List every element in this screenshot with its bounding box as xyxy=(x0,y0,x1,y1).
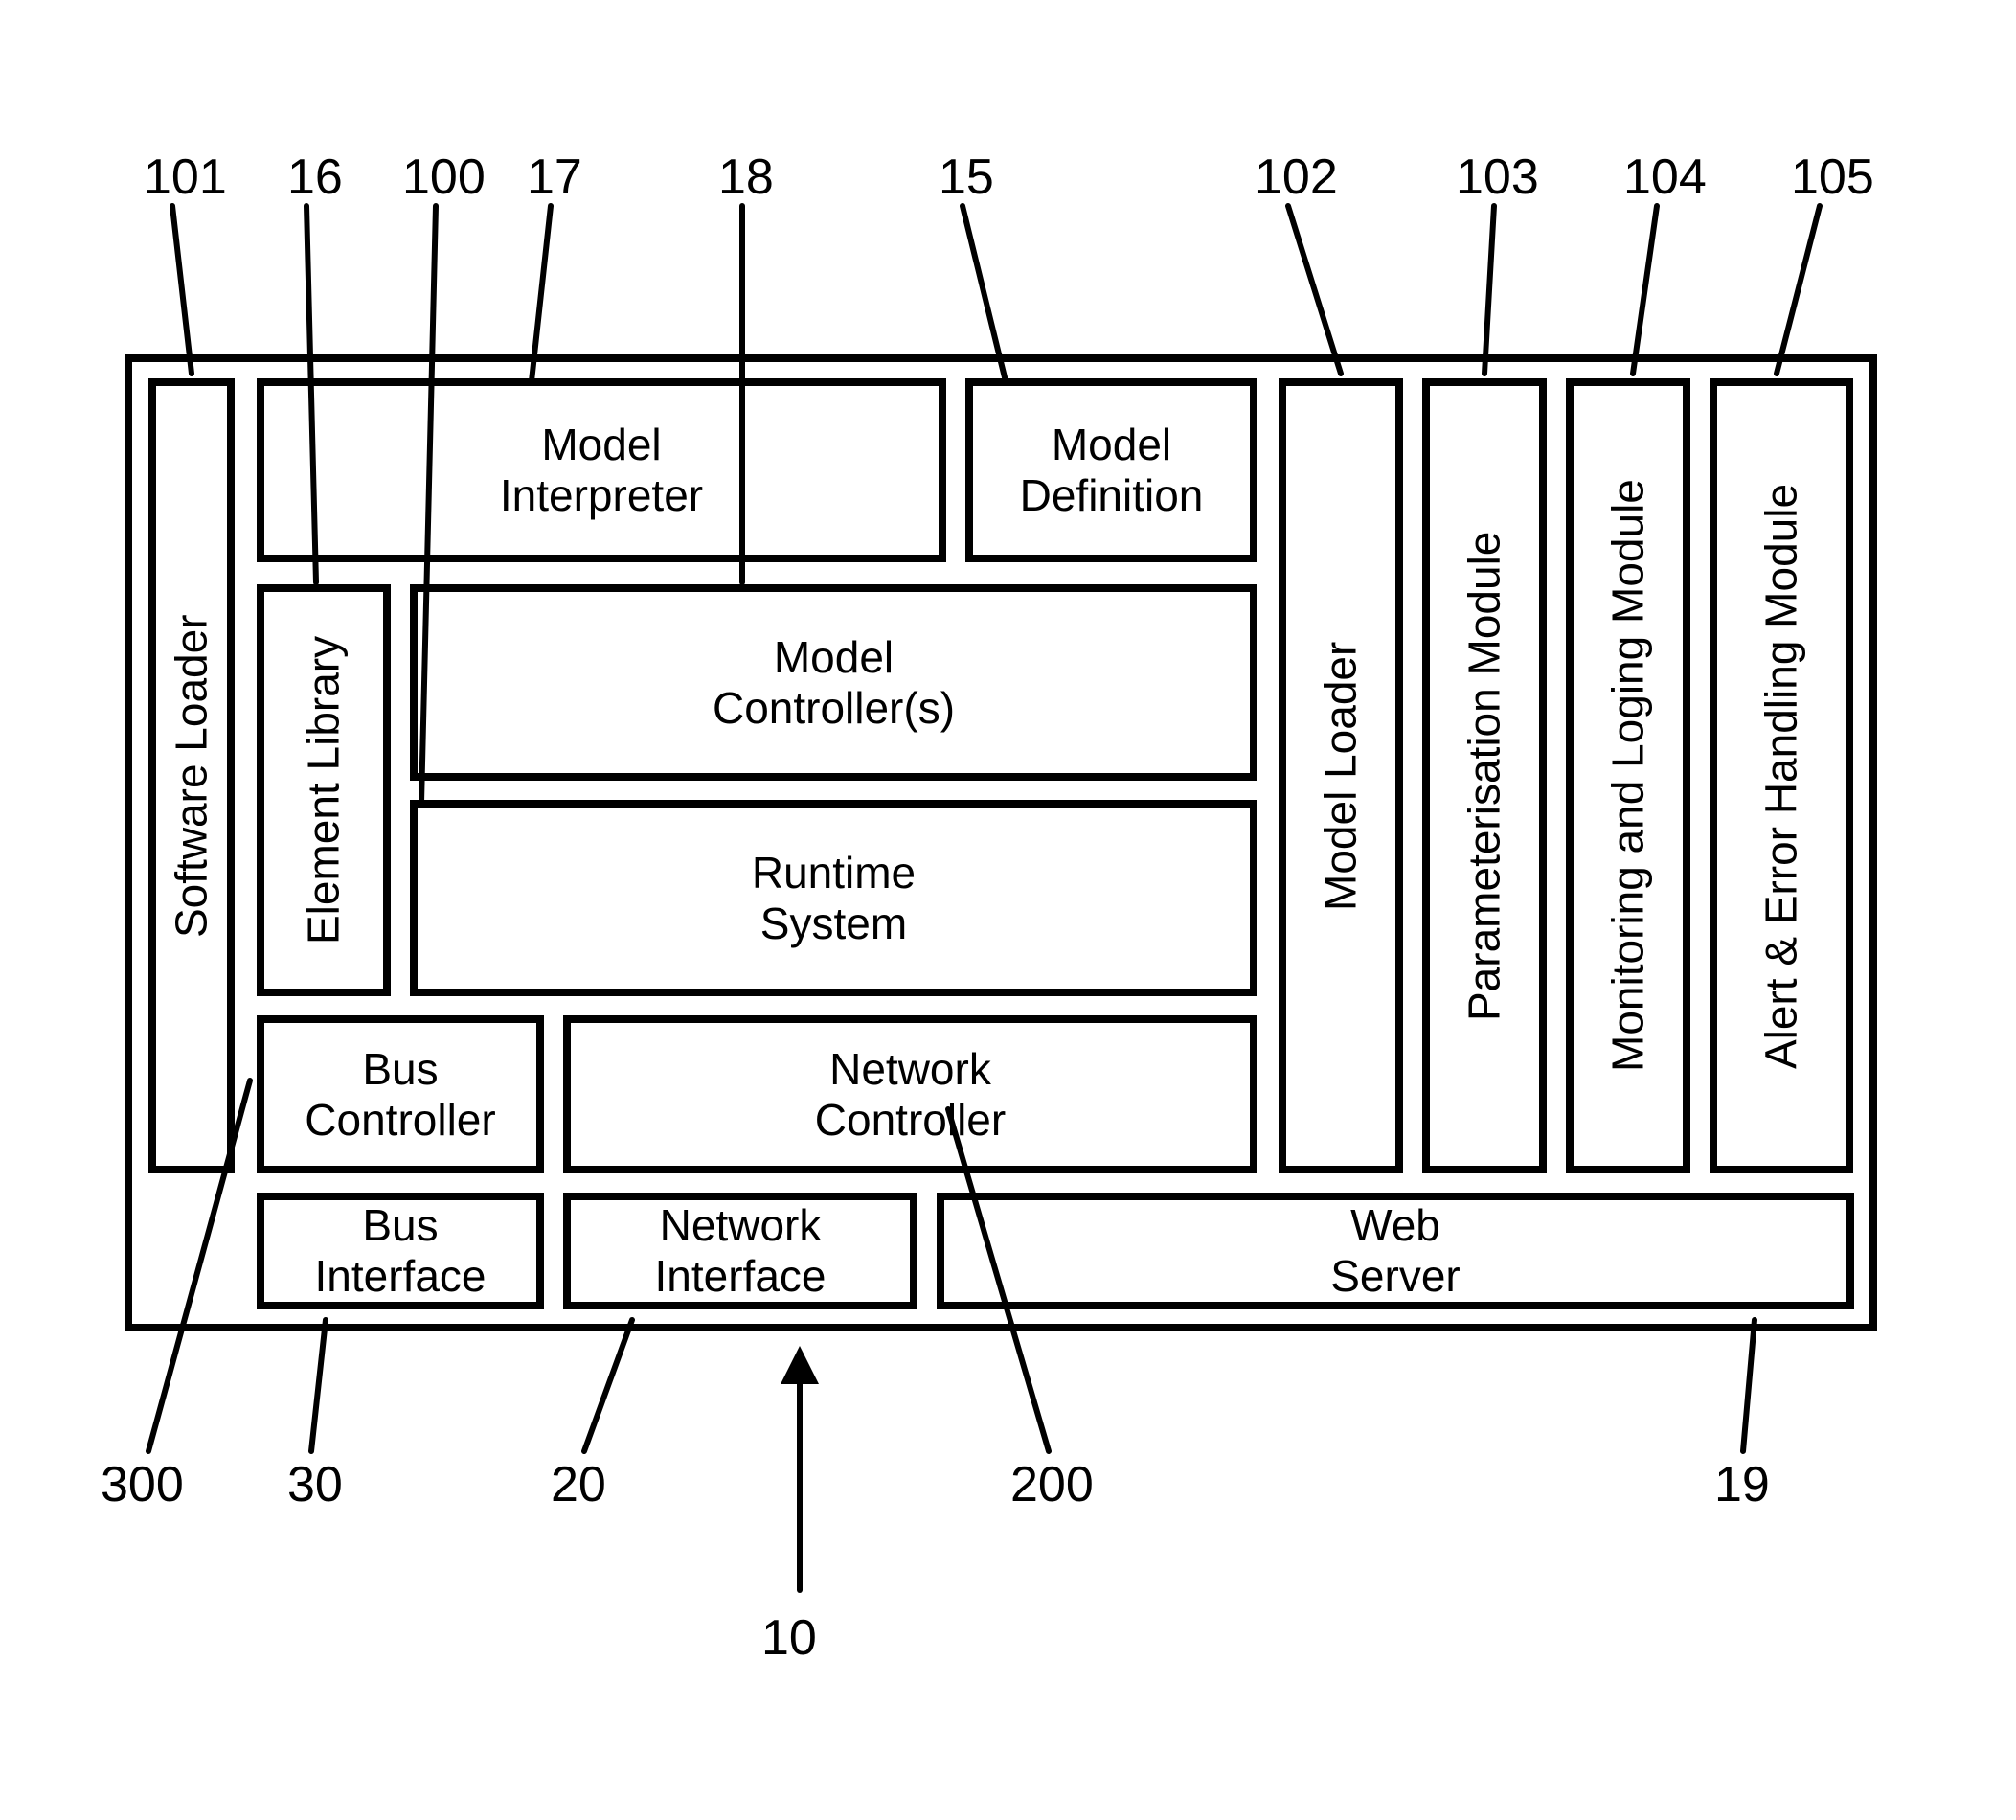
block-model-controllers: ModelController(s) xyxy=(410,584,1257,781)
label-101: 101 xyxy=(144,148,227,206)
block-parameterisation: Parameterisation Module xyxy=(1422,378,1547,1173)
block-element-library: Element Library xyxy=(257,584,391,996)
label-200: 200 xyxy=(1010,1456,1094,1513)
label-300: 300 xyxy=(101,1456,184,1513)
label-103: 103 xyxy=(1456,148,1539,206)
block-bus-interface: BusInterface xyxy=(257,1193,544,1309)
block-web-server: WebServer xyxy=(937,1193,1854,1309)
block-monitoring: Monitoring and Loging Module xyxy=(1566,378,1690,1173)
block-network-controller: NetworkController xyxy=(563,1015,1257,1173)
block-model-definition: ModelDefinition xyxy=(965,378,1257,562)
label-16: 16 xyxy=(287,148,343,206)
block-model-interpreter: ModelInterpreter xyxy=(257,378,946,562)
diagram-canvas: Software Loader ModelInterpreter ModelDe… xyxy=(0,0,2016,1820)
block-runtime-system: RuntimeSystem xyxy=(410,800,1257,996)
label-19: 19 xyxy=(1714,1456,1770,1513)
label-104: 104 xyxy=(1623,148,1707,206)
label-20: 20 xyxy=(551,1456,606,1513)
block-alert-error: Alert & Error Handling Module xyxy=(1710,378,1853,1173)
label-17: 17 xyxy=(527,148,582,206)
label-100: 100 xyxy=(402,148,486,206)
label-15: 15 xyxy=(939,148,994,206)
label-10: 10 xyxy=(761,1609,817,1667)
label-102: 102 xyxy=(1255,148,1338,206)
label-30: 30 xyxy=(287,1456,343,1513)
block-network-interface: NetworkInterface xyxy=(563,1193,917,1309)
label-105: 105 xyxy=(1791,148,1874,206)
label-18: 18 xyxy=(718,148,774,206)
block-bus-controller: BusController xyxy=(257,1015,544,1173)
block-model-loader: Model Loader xyxy=(1279,378,1403,1173)
block-software-loader: Software Loader xyxy=(148,378,235,1173)
